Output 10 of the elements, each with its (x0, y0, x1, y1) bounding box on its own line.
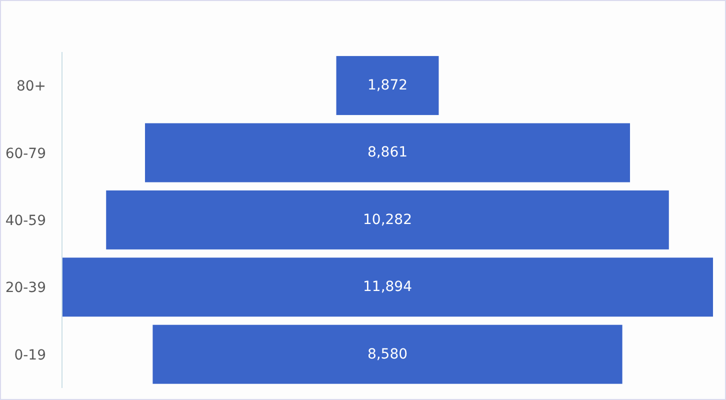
category-label: 0-19 (14, 347, 46, 364)
data-label: 8,861 (367, 144, 408, 161)
category-label: 40-59 (5, 212, 46, 229)
category-label: 60-79 (5, 146, 46, 162)
data-label: 8,580 (367, 346, 408, 362)
category-label: 20-39 (5, 280, 46, 296)
category-label: 80+ (16, 78, 46, 95)
data-label: 1,872 (367, 78, 408, 94)
data-label: 11,894 (363, 279, 412, 296)
data-label: 10,282 (363, 212, 412, 228)
